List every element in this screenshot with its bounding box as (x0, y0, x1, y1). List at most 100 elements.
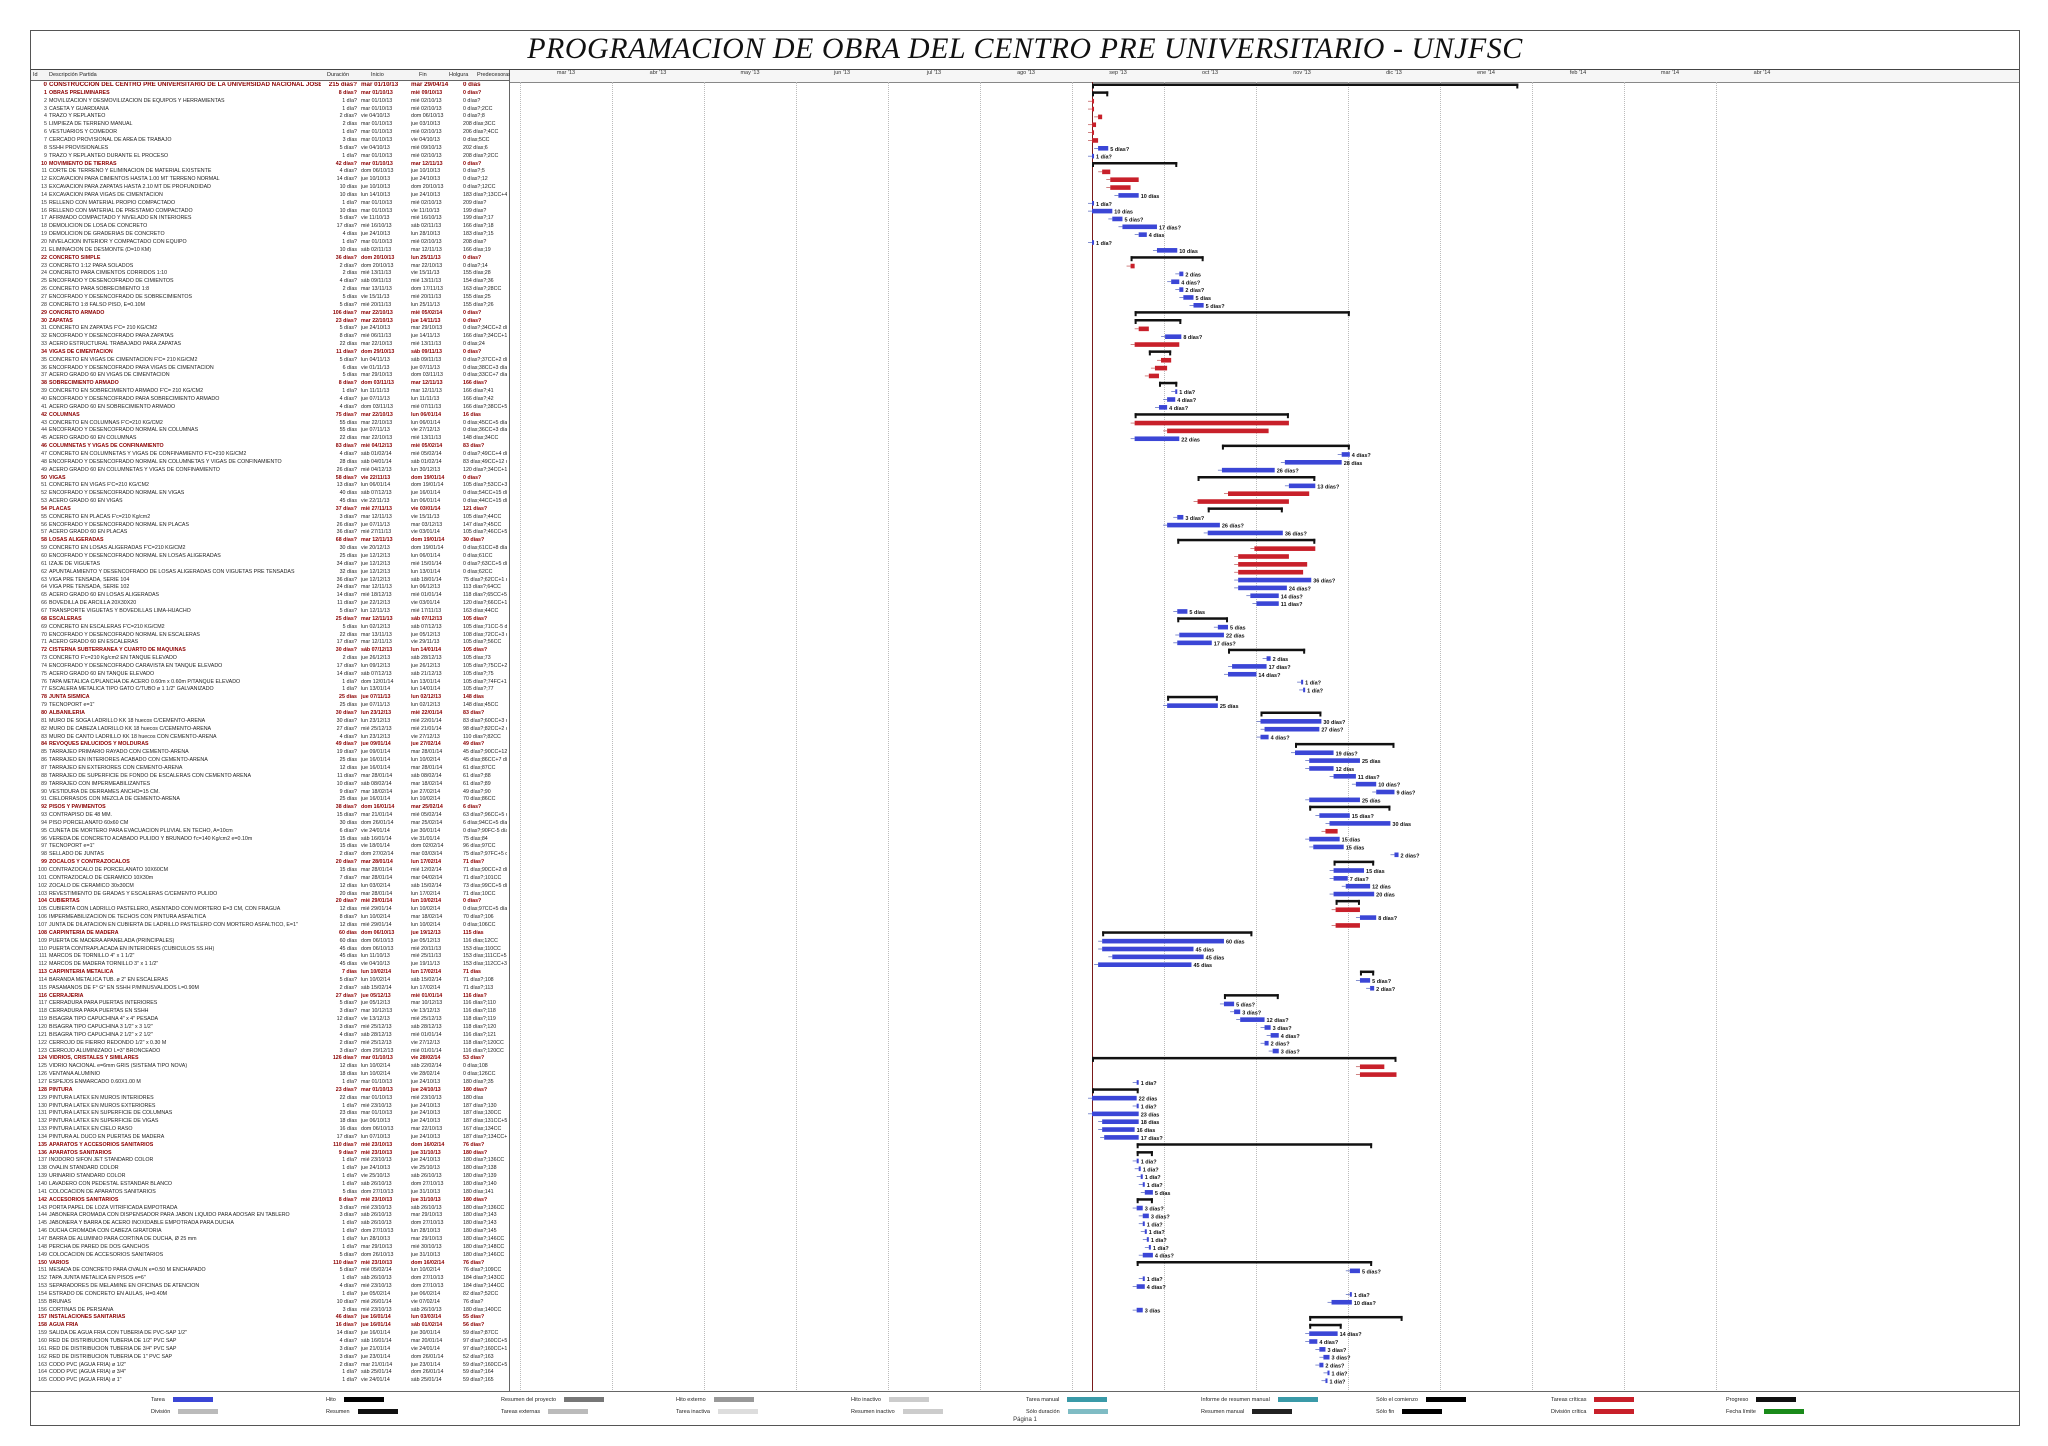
critical-task-bar[interactable] (1130, 263, 1135, 269)
table-row[interactable]: 12 EXCAVACION PARA CIMIENTOS HASTA 1.00 M… (31, 176, 509, 183)
table-row[interactable]: 111 MARCOS DE TORNILLO 4" x 1 1/2" 45 días… (31, 953, 509, 960)
critical-task-bar[interactable] (1161, 357, 1172, 363)
table-row[interactable]: 114 BARANDA METALICA TUB. ø 2" EN ESCALER… (31, 977, 509, 984)
task-bar[interactable] (1341, 452, 1350, 457)
task-bar[interactable] (1167, 703, 1218, 708)
table-row[interactable]: 96 VEREDA DE CONCRETO ACABADO PULIDO Y BR… (31, 836, 509, 843)
table-row[interactable]: 49 ACERO GRADO 60 EN COLUMNETAS Y VIGAS D… (31, 467, 509, 474)
table-row[interactable]: 38 SOBRECIMIENTO ARMADO 8 días? dom 03/11/1… (31, 380, 509, 387)
task-bar[interactable] (1183, 295, 1194, 300)
critical-task-bar[interactable] (1092, 130, 1095, 135)
critical-task-bar[interactable] (1092, 122, 1097, 128)
table-row[interactable]: 77 ESCALERA METALICA TIPO GATO C/TUBO ø 1… (31, 686, 509, 693)
table-row[interactable]: 6 VESTUARIOS Y COMEDOR 1 día? mar 01/10/13 m… (31, 129, 509, 136)
task-bar[interactable] (1272, 1048, 1279, 1054)
table-row[interactable]: 110 PUERTA CONTRAPLACADA EN INTERIORES (C… (31, 946, 509, 953)
task-bar[interactable] (1394, 852, 1399, 858)
critical-task-bar[interactable] (1102, 169, 1111, 175)
table-row[interactable]: 149 COLOCACION DE ACCESORIOS SANITARIOS 5 … (31, 1252, 509, 1259)
table-row[interactable]: 116 CERRAJERIA 27 días? jue 05/12/13 mié 01/… (31, 993, 509, 1000)
table-row[interactable]: 81 MURO DE SOGA LADRILLO KK 18 huecos C/C… (31, 718, 509, 725)
task-bar[interactable] (1319, 1347, 1326, 1352)
task-bar[interactable] (1309, 758, 1360, 763)
task-bar[interactable] (1158, 405, 1168, 410)
task-bar[interactable] (1301, 679, 1304, 685)
table-row[interactable]: 146 DUCHA CROMADA CON CABEZA GIRATORIA 1 d… (31, 1228, 509, 1235)
task-bar[interactable] (1140, 1174, 1143, 1179)
table-row[interactable]: 113 CARPINTERIA METALICA 7 días lun 10/02/1… (31, 969, 509, 976)
table-row[interactable]: 59 CONCRETO EN LOSAS ALIGERADAS F'C=210 K… (31, 545, 509, 552)
table-row[interactable]: 92 PISOS Y PAVIMENTOS 38 días? dom 16/01/14… (31, 804, 509, 811)
table-row[interactable]: 134 PINTURA AL DUCO EN PUERTAS DE MADERA 1… (31, 1134, 509, 1141)
table-row[interactable]: 107 JUNTA DE DILATACION EN CUBIERTA DE LA… (31, 922, 509, 929)
task-bar[interactable] (1223, 1001, 1235, 1007)
task-bar[interactable] (1177, 514, 1184, 520)
task-bar[interactable] (1142, 1276, 1145, 1281)
task-bar[interactable] (1175, 389, 1178, 394)
table-row[interactable]: 5 LIMPIEZA DE TERRENO MANUAL 2 días mar 01/… (31, 121, 509, 128)
critical-task-bar[interactable] (1228, 491, 1310, 496)
task-bar[interactable] (1333, 774, 1356, 779)
critical-task-bar[interactable] (1359, 1072, 1397, 1077)
table-row[interactable]: 152 TAPA JUNTA METALICA EN PISOS e=6" 1 dí… (31, 1275, 509, 1282)
table-row[interactable]: 84 REVOQUES ENLUCIDOS Y MOLDURAS 49 días? j… (31, 741, 509, 748)
critical-task-bar[interactable] (1325, 828, 1338, 834)
table-row[interactable]: 130 PINTURA LATEX EN MUROS EXTERIORES 1 dí… (31, 1103, 509, 1110)
task-bar[interactable] (1092, 153, 1095, 159)
table-row[interactable]: 57 ACERO GRADO 60 EN PLACAS 36 días? mié 27… (31, 529, 509, 536)
table-row[interactable]: 157 INSTALACIONES SANITARIAS 46 días? jue 1… (31, 1314, 509, 1321)
task-bar[interactable] (1284, 460, 1342, 465)
table-row[interactable]: 141 COLOCACION DE APARATOS SANITARIOS 5 dí… (31, 1189, 509, 1196)
task-bar[interactable] (1264, 726, 1320, 732)
task-bar[interactable] (1232, 664, 1267, 669)
table-row[interactable]: 13 EXCAVACION PARA ZAPATAS HASTA 2.10 MT … (31, 184, 509, 191)
task-bar[interactable] (1112, 216, 1123, 222)
task-bar[interactable] (1288, 483, 1316, 489)
task-bar[interactable] (1142, 1252, 1153, 1258)
table-row[interactable]: 10 MOVIMIENTO DE TIERRAS 42 días? mar 01/10… (31, 161, 509, 168)
table-row[interactable]: 2 MOVILIZACION Y DESMOVILIZACION DE EQUIP… (31, 98, 509, 105)
table-row[interactable]: 51 CONCRETO EN VIGAS F'C=210 KG/CM2 13 día… (31, 482, 509, 489)
table-row[interactable]: 163 CODO PVC (AGUA FRIA) ø 1/2" 2 días? mar… (31, 1362, 509, 1369)
task-bar[interactable] (1370, 985, 1375, 991)
task-bar[interactable] (1240, 1017, 1265, 1022)
critical-task-bar[interactable] (1335, 907, 1360, 913)
task-bar[interactable] (1256, 601, 1279, 606)
table-row[interactable]: 29 CONCRETO ARMADO 106 días? mar 22/10/13 mi… (31, 310, 509, 317)
table-row[interactable]: 137 INODORO SIFON JET STANDARD COLOR 1 día… (31, 1157, 509, 1164)
task-bar[interactable] (1329, 821, 1391, 826)
task-bar[interactable] (1167, 397, 1176, 402)
table-row[interactable]: 88 TARRAJEO DE SUPERFICIE DE FONDO DE ESC… (31, 773, 509, 780)
table-row[interactable]: 139 URINARIO STANDARD COLOR 1 día? vie 25/1… (31, 1173, 509, 1180)
task-bar[interactable] (1260, 719, 1322, 724)
table-row[interactable]: 161 RED DE DISTRIBUCION TUBERIA DE 3/4" P… (31, 1346, 509, 1353)
table-row[interactable]: 8 SSHH PROVISIONALES 5 días? vie 04/10/13 mi… (31, 145, 509, 152)
table-row[interactable]: 93 CONTRAPISO DE 48 MM. 15 días? mar 21/01/… (31, 812, 509, 819)
task-bar[interactable] (1345, 883, 1371, 889)
task-bar[interactable] (1138, 232, 1147, 237)
table-row[interactable]: 135 APARATOS Y ACCESORIOS SANITARIOS 110 d… (31, 1142, 509, 1149)
task-bar[interactable] (1250, 593, 1279, 599)
table-row[interactable]: 30 ZAPATAS 23 días? mar 22/10/13 jue 14/11/1… (31, 318, 509, 325)
task-bar[interactable] (1376, 789, 1395, 795)
task-bar[interactable] (1309, 836, 1340, 842)
table-row[interactable]: 55 CONCRETO EN PLACAS F'c=210 Kg/cm2 3 día… (31, 514, 509, 521)
table-row[interactable]: 54 PLACAS 37 días? mié 27/11/13 vie 03/01/14… (31, 506, 509, 513)
task-bar[interactable] (1138, 1166, 1141, 1172)
task-bar[interactable] (1134, 436, 1180, 442)
task-bar[interactable] (1104, 1135, 1139, 1140)
table-row[interactable]: 72 CISTERNA SUBTERRANEA Y CUARTO DE MAQUI… (31, 647, 509, 654)
task-bar[interactable] (1171, 279, 1180, 285)
table-row[interactable]: 85 TARRAJEO PRIMARIO RAYADO CON CEMENTO-A… (31, 749, 509, 756)
table-row[interactable]: 16 RELLENO CON MATERIAL DE PRESTAMO COMPA… (31, 208, 509, 215)
table-row[interactable]: 32 ENCOFRADO Y DESENCOFRADO PARA ZAPATAS 8… (31, 333, 509, 340)
task-bar[interactable] (1167, 522, 1220, 528)
table-row[interactable]: 83 MURO DE CANTO LADRILLO KK 18 huecos CO… (31, 734, 509, 741)
critical-task-bar[interactable] (1197, 499, 1289, 504)
table-row[interactable]: 23 CONCRETO 1:12 PARA SOLADOS 2 días? dom 2… (31, 263, 509, 270)
table-row[interactable]: 119 BISAGRA TIPO CAPUCHINA 4" x 4" PESADA… (31, 1016, 509, 1023)
table-row[interactable]: 25 ENCOFRADO Y DESENCOFRADO DE CIMIENTOS 4… (31, 278, 509, 285)
table-row[interactable]: 128 PINTURA 23 días? mar 01/10/13 jue 24/10/… (31, 1087, 509, 1094)
task-bar[interactable] (1136, 1158, 1139, 1164)
table-row[interactable]: 99 ZOCALOS Y CONTRAZOCALOS 20 días? mar 28/… (31, 859, 509, 866)
